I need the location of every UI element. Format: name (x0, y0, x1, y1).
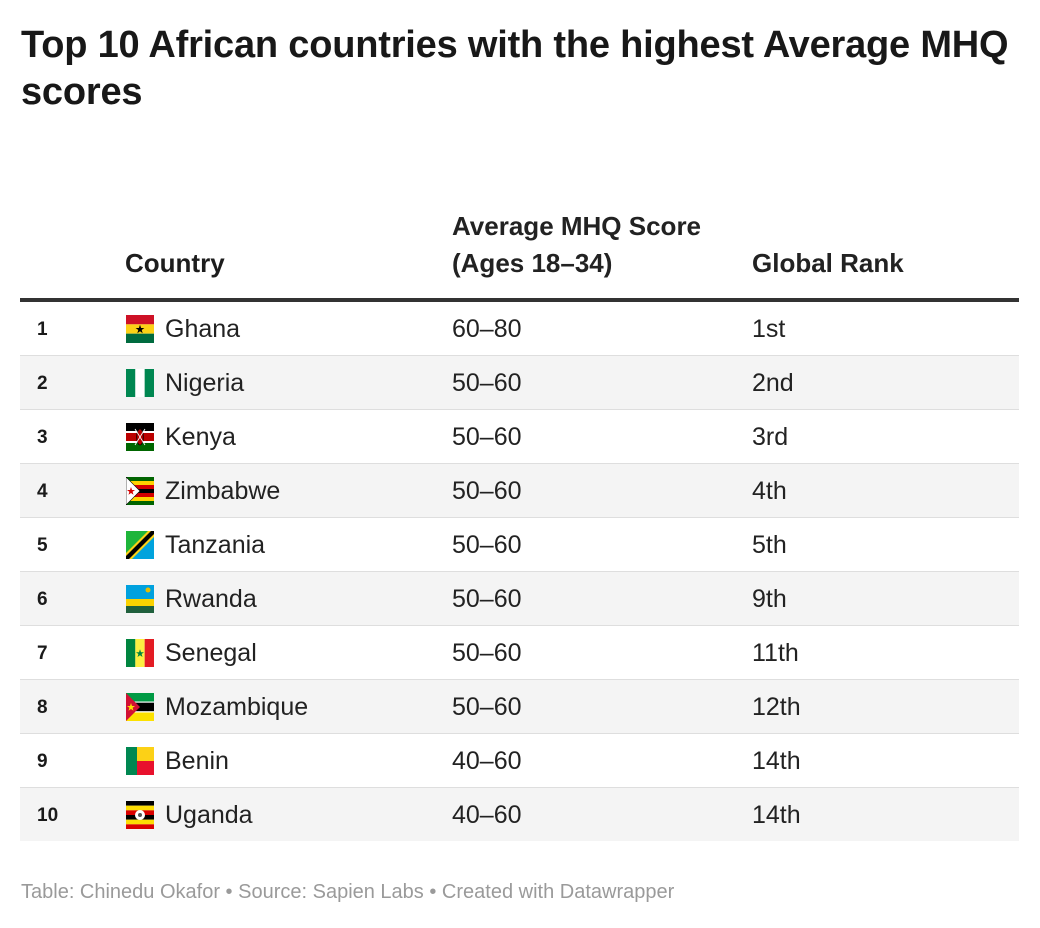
country-name: Senegal (165, 639, 257, 667)
row-number: 7 (37, 643, 48, 664)
country-name: Uganda (165, 801, 253, 829)
data-table: Country Average MHQ Score (Ages 18–34) G… (20, 166, 1019, 841)
row-number: 5 (37, 535, 48, 556)
mhq-score: 50–60 (452, 693, 522, 721)
global-rank: 14th (752, 747, 801, 775)
global-rank: 14th (752, 801, 801, 829)
table-footer: Table: Chinedu Okafor • Source: Sapien L… (21, 881, 675, 903)
table-row: 1 Ghana 60–80 1st (20, 302, 1019, 356)
mozambique-flag-icon (126, 693, 154, 721)
uganda-flag-icon (126, 801, 154, 829)
table-row: 8 Mozambique 50–60 12th (20, 680, 1019, 734)
table-row: 7 Senegal 50–60 11th (20, 626, 1019, 680)
column-header-country: Country (125, 248, 225, 278)
chart-title: Top 10 African countries with the highes… (21, 24, 1009, 113)
global-rank: 9th (752, 585, 787, 613)
row-number: 9 (37, 751, 48, 772)
global-rank: 4th (752, 477, 787, 505)
nigeria-flag-icon (126, 369, 154, 397)
table-header: Country Average MHQ Score (Ages 18–34) G… (20, 166, 1019, 302)
country-name: Nigeria (165, 369, 245, 397)
table-row: 4 Zimbabwe 50–60 4th (20, 464, 1019, 518)
row-number: 10 (37, 805, 59, 826)
country-name: Kenya (165, 423, 236, 451)
mhq-score: 50–60 (452, 477, 522, 505)
global-rank: 3rd (752, 423, 789, 451)
table-body: 1 Ghana 60–80 1st 2 Nigeria 50–60 2nd 3 Kenya 50–6… (20, 302, 1019, 841)
row-number: 1 (37, 319, 48, 340)
mhq-score: 40–60 (452, 747, 522, 775)
table-row: 5 Tanzania 50–60 5th (20, 518, 1019, 572)
global-rank: 12th (752, 693, 801, 721)
kenya-flag-icon (126, 423, 154, 451)
ghana-flag-icon (126, 315, 154, 343)
global-rank: 1st (752, 315, 786, 343)
country-name: Benin (165, 747, 229, 775)
zimbabwe-flag-icon (126, 477, 154, 505)
table-row: 9 Benin 40–60 14th (20, 734, 1019, 788)
row-number: 6 (37, 589, 48, 610)
mhq-score: 50–60 (452, 423, 522, 451)
benin-flag-icon (126, 747, 154, 775)
row-number: 3 (37, 427, 48, 448)
mhq-score: 40–60 (452, 801, 522, 829)
table-row: 3 Kenya 50–60 3rd (20, 410, 1019, 464)
country-name: Zimbabwe (165, 477, 281, 505)
country-name: Ghana (165, 315, 241, 343)
rwanda-flag-icon (126, 585, 154, 613)
row-number: 8 (37, 697, 48, 718)
row-number: 4 (37, 481, 48, 502)
table-row: 10 Uganda 40–60 14th (20, 788, 1019, 841)
table-row: 6 Rwanda 50–60 9th (20, 572, 1019, 626)
mhq-score: 50–60 (452, 585, 522, 613)
country-name: Tanzania (165, 531, 266, 559)
senegal-flag-icon (126, 639, 154, 667)
global-rank: 5th (752, 531, 787, 559)
global-rank: 2nd (752, 369, 794, 397)
mhq-score: 50–60 (452, 369, 522, 397)
table-row: 2 Nigeria 50–60 2nd (20, 356, 1019, 410)
country-name: Rwanda (165, 585, 257, 613)
column-header-score: Average MHQ Score (Ages 18–34) (452, 211, 702, 278)
mhq-score: 60–80 (452, 315, 522, 343)
global-rank: 11th (752, 639, 799, 667)
tanzania-flag-icon (126, 531, 154, 559)
mhq-score: 50–60 (452, 639, 522, 667)
row-number: 2 (37, 373, 48, 394)
column-header-rank: Global Rank (752, 248, 904, 278)
country-name: Mozambique (165, 693, 309, 721)
mhq-score: 50–60 (452, 531, 522, 559)
